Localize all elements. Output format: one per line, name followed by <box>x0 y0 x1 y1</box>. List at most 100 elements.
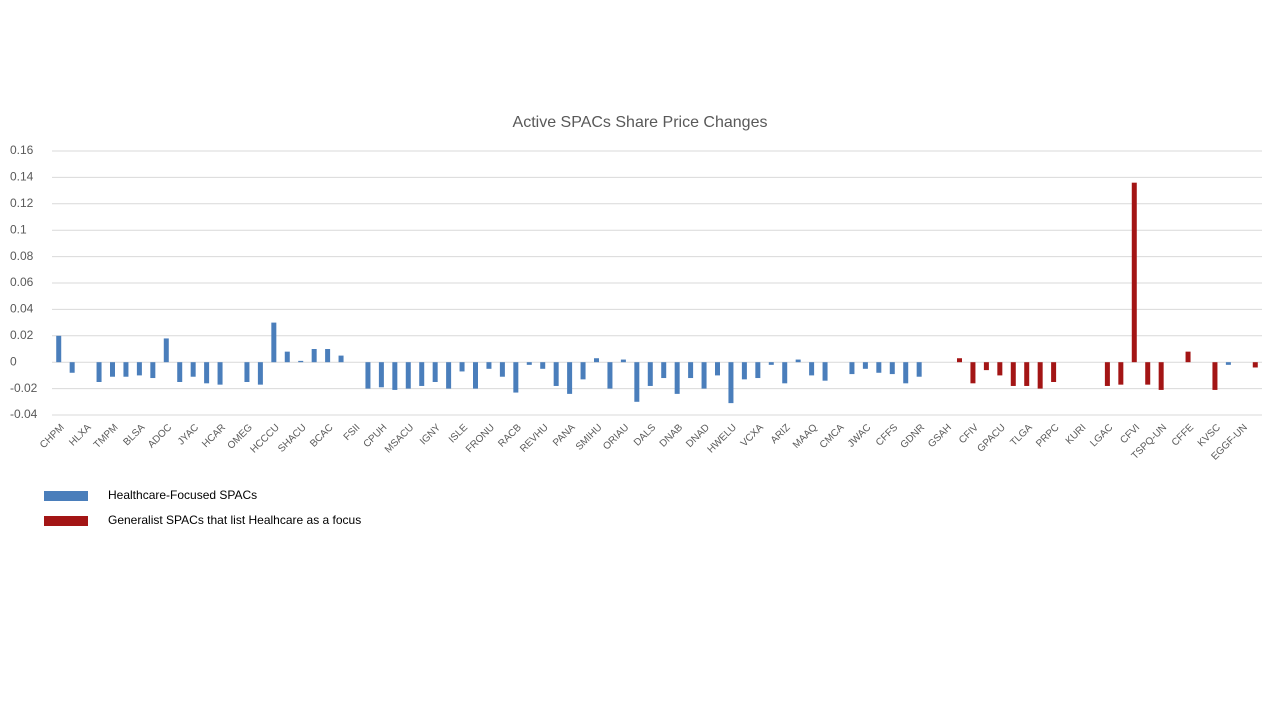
bar <box>392 362 398 390</box>
x-tick-label: CMCA <box>818 422 847 451</box>
y-tick-label: 0.14 <box>10 170 34 184</box>
bar <box>271 322 277 363</box>
bar <box>782 362 788 384</box>
bar <box>580 362 586 380</box>
y-tick-label: 0.08 <box>10 249 34 263</box>
bar <box>1145 362 1151 385</box>
y-tick-label: 0.12 <box>10 196 34 210</box>
x-tick-label: GPACU <box>975 422 1007 454</box>
bar <box>177 362 183 382</box>
bar <box>661 362 667 379</box>
y-tick-label: 0.04 <box>10 302 34 316</box>
x-tick-label: DNAB <box>658 422 686 450</box>
bar <box>163 338 169 363</box>
bar <box>647 362 653 386</box>
bar <box>768 362 774 365</box>
bar <box>755 362 761 379</box>
chart-title: Active SPACs Share Price Changes <box>513 114 768 131</box>
x-tick-label: HCCCU <box>249 422 282 455</box>
x-tick-label: JYAC <box>176 422 201 447</box>
bar <box>916 362 922 377</box>
bar <box>378 362 384 388</box>
bar <box>1037 362 1043 389</box>
x-tick-label: CFIV <box>957 422 981 446</box>
bar <box>1010 362 1016 386</box>
bar <box>862 362 868 369</box>
bar <box>284 351 290 363</box>
bar <box>1024 362 1030 386</box>
bar <box>56 335 62 363</box>
x-tick-label: LGAC <box>1088 422 1115 449</box>
bar <box>1131 182 1137 363</box>
y-tick-label: -0.04 <box>10 407 38 421</box>
y-tick-label: 0.1 <box>10 222 27 236</box>
x-tick-label: BCAC <box>308 422 335 449</box>
x-tick-label: KURI <box>1064 422 1089 447</box>
bar <box>298 360 304 363</box>
bar <box>325 349 331 363</box>
bar <box>419 362 425 386</box>
x-tick-label: GDNR <box>899 422 928 451</box>
y-tick-label: 0 <box>10 354 17 368</box>
bar <box>957 358 962 363</box>
x-tick-label: TMPM <box>92 422 121 451</box>
bar <box>701 362 707 389</box>
x-tick-label: DALS <box>632 422 658 448</box>
bar <box>150 362 156 379</box>
bar <box>217 362 223 385</box>
bar <box>983 362 989 371</box>
x-tick-label: CFFS <box>874 422 900 448</box>
bar <box>473 362 478 389</box>
x-tick-label: HCAR <box>200 422 228 450</box>
bar <box>459 362 465 372</box>
legend-swatch <box>44 491 88 501</box>
bar <box>257 362 263 385</box>
bar <box>1225 362 1231 365</box>
x-tick-label: CFVI <box>1118 422 1142 446</box>
bar <box>110 362 115 377</box>
x-tick-label: FRONU <box>464 422 497 455</box>
legend-label: Healthcare-Focused SPACs <box>108 488 257 502</box>
x-tick-label: IGNY <box>418 422 443 447</box>
bar <box>96 362 102 382</box>
x-tick-label: ORIAU <box>601 422 631 452</box>
bar <box>311 349 317 363</box>
bar <box>136 362 142 376</box>
bar <box>365 362 371 389</box>
bar <box>1252 362 1258 368</box>
bar <box>338 355 344 363</box>
bar <box>69 362 75 373</box>
bar <box>634 362 640 402</box>
bar <box>526 362 532 365</box>
y-tick-label: 0.06 <box>10 275 34 289</box>
x-tick-label: HLXA <box>67 422 93 448</box>
bar <box>876 362 882 373</box>
bar <box>190 362 196 377</box>
x-tick-label: MSACU <box>383 422 416 455</box>
bar <box>903 362 909 384</box>
bar <box>997 362 1003 376</box>
bar <box>809 362 815 376</box>
bar <box>970 362 976 384</box>
x-tick-label: CHPM <box>38 422 67 451</box>
bar <box>1104 362 1110 386</box>
bar <box>446 362 452 389</box>
bar <box>204 362 210 384</box>
x-tick-label: ARIZ <box>769 422 793 446</box>
bar <box>674 362 680 394</box>
y-tick-label: 0.02 <box>10 328 34 342</box>
bar <box>540 362 546 369</box>
x-tick-label: REVHU <box>518 422 551 455</box>
bar <box>607 362 613 389</box>
x-tick-label: GSAH <box>926 422 954 450</box>
bar <box>499 362 505 377</box>
bar <box>822 362 828 381</box>
bar <box>1212 362 1218 390</box>
x-tick-label: SHACU <box>276 422 309 455</box>
bar <box>1051 362 1057 382</box>
bar <box>567 362 573 394</box>
bar <box>795 359 801 363</box>
bar <box>1158 362 1164 390</box>
x-tick-label: JWAC <box>846 422 874 450</box>
x-tick-label: BLSA <box>122 422 148 448</box>
